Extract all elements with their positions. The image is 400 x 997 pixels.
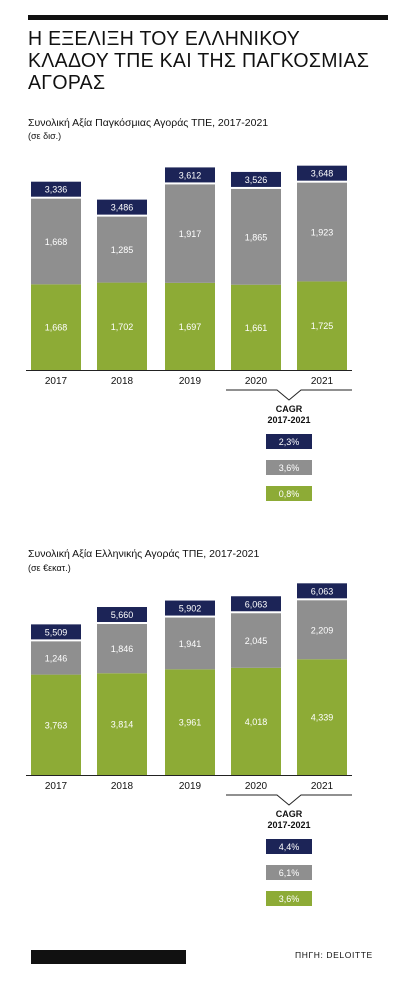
- global-market-chart: 1,668 1,668 3,336 2017 1,702 1,285 3,486 2018 1,…: [26, 165, 352, 501]
- cagr-box-navy: [266, 839, 312, 854]
- bar-value-label: 1,661: [245, 323, 268, 333]
- bar-value-label: 4,018: [245, 717, 268, 727]
- bar-value-label: 2,209: [311, 625, 334, 635]
- bar-value-label: 1,668: [45, 323, 68, 333]
- bar-value-label: 1,917: [179, 229, 202, 239]
- bar-segment-green-2020: [231, 667, 281, 775]
- total-value-label: 6,063: [311, 586, 334, 596]
- bar-segment-green-2021: [297, 281, 347, 370]
- total-box-2017: [31, 181, 81, 197]
- total-box-2020: [231, 171, 281, 187]
- bar-segment-green-2019: [165, 669, 215, 775]
- total-value-label: 5,509: [45, 627, 68, 637]
- bar-segment-green-2017: [31, 674, 81, 775]
- cagr-bracket: [226, 794, 352, 806]
- total-value-label: 3,612: [179, 170, 202, 180]
- cagr-label: CAGR: [276, 809, 303, 819]
- cagr-bracket: [226, 389, 352, 401]
- source-credit: ΠΗΓΗ: DELOITTE: [295, 950, 373, 960]
- bar-value-label: 1,941: [179, 639, 202, 649]
- bar-segment-green-2020: [231, 284, 281, 370]
- x-tick-label: 2021: [311, 781, 334, 792]
- total-box-2021: [297, 583, 347, 599]
- total-box-2018: [97, 199, 147, 215]
- bar-segment-gray-2020: [231, 188, 281, 285]
- cagr-label: CAGR: [276, 404, 303, 414]
- page-title: Η ΕΞΕΛΙΞΗ ΤΟΥ ΕΛΛΗΝΙΚΟΥ ΚΛΑΔΟΥ ΤΠΕ ΚΑΙ Τ…: [28, 26, 370, 95]
- x-tick-label: 2017: [45, 376, 68, 387]
- total-value-label: 3,336: [45, 185, 68, 195]
- greek-market-chart: 3,763 1,246 5,509 2017 3,814 1,846 5,660 2018 3,…: [26, 583, 352, 906]
- bar-segment-green-2018: [97, 282, 147, 370]
- bar-segment-gray-2017: [31, 198, 81, 285]
- chart-2-title: Συνολική Αξία Ελληνικής Αγοράς ΤΠΕ, 2017…: [28, 548, 260, 560]
- total-value-label: 3,648: [311, 169, 334, 179]
- bar-value-label: 3,961: [179, 718, 202, 728]
- bar-value-label: 1,246: [45, 653, 68, 663]
- bar-segment-gray-2017: [31, 641, 81, 675]
- bar-segment-gray-2020: [231, 613, 281, 668]
- total-value-label: 5,660: [111, 610, 134, 620]
- cagr-box-green: [266, 486, 312, 501]
- bar-segment-gray-2021: [297, 600, 347, 660]
- bar-value-label: 1,846: [111, 644, 134, 654]
- cagr-value-label: 4,4%: [279, 842, 300, 852]
- total-box-2017: [31, 624, 81, 640]
- bar-value-label: 3,814: [111, 720, 134, 730]
- bar-segment-green-2019: [165, 282, 215, 370]
- bar-segment-gray-2021: [297, 182, 347, 282]
- bar-value-label: 1,865: [245, 232, 268, 242]
- cagr-box-gray: [266, 460, 312, 475]
- cagr-box-navy: [266, 434, 312, 449]
- cagr-period-label: 2017-2021: [267, 820, 310, 830]
- total-box-2018: [97, 607, 147, 623]
- x-tick-label: 2019: [179, 781, 202, 792]
- cagr-period-label: 2017-2021: [267, 415, 310, 425]
- cagr-value-label: 0,8%: [279, 489, 300, 499]
- total-box-2021: [297, 165, 347, 181]
- x-tick-label: 2018: [111, 376, 134, 387]
- total-box-2019: [165, 167, 215, 183]
- total-value-label: 6,063: [245, 599, 268, 609]
- chart-2-unit: (σε €εκατ.): [28, 563, 71, 573]
- bar-segment-gray-2019: [165, 617, 215, 670]
- cagr-value-label: 3,6%: [279, 894, 300, 904]
- chart-1-unit: (σε δισ.): [28, 131, 62, 141]
- top-rule: [28, 15, 388, 20]
- bar-value-label: 1,285: [111, 245, 134, 255]
- chart-1-title: Συνολική Αξία Παγκόσμιας Αγοράς ΤΠΕ, 201…: [28, 117, 269, 129]
- bar-value-label: 1,668: [45, 237, 68, 247]
- bar-value-label: 1,923: [311, 228, 334, 238]
- x-tick-label: 2018: [111, 781, 134, 792]
- cagr-box-green: [266, 891, 312, 906]
- bar-value-label: 3,763: [45, 720, 68, 730]
- x-tick-label: 2020: [245, 781, 268, 792]
- bar-segment-gray-2018: [97, 216, 147, 283]
- footer-bar: [31, 950, 186, 964]
- bar-segment-green-2021: [297, 659, 347, 775]
- total-value-label: 3,526: [245, 175, 268, 185]
- bar-segment-green-2018: [97, 673, 147, 775]
- bar-segment-gray-2019: [165, 184, 215, 283]
- bar-value-label: 1,725: [311, 321, 334, 331]
- bar-value-label: 2,045: [245, 636, 268, 646]
- x-tick-label: 2021: [311, 376, 334, 387]
- total-value-label: 3,486: [111, 203, 134, 213]
- x-tick-label: 2019: [179, 376, 202, 387]
- x-tick-label: 2017: [45, 781, 68, 792]
- bar-segment-gray-2018: [97, 624, 147, 674]
- bar-value-label: 1,702: [111, 322, 134, 332]
- cagr-box-gray: [266, 865, 312, 880]
- cagr-value-label: 3,6%: [279, 463, 300, 473]
- total-box-2019: [165, 600, 215, 616]
- total-value-label: 5,902: [179, 604, 202, 614]
- bar-value-label: 1,697: [179, 322, 202, 332]
- cagr-value-label: 2,3%: [279, 437, 300, 447]
- total-box-2020: [231, 596, 281, 612]
- x-tick-label: 2020: [245, 376, 268, 387]
- cagr-value-label: 6,1%: [279, 868, 300, 878]
- bar-value-label: 4,339: [311, 713, 334, 723]
- bar-segment-green-2017: [31, 284, 81, 370]
